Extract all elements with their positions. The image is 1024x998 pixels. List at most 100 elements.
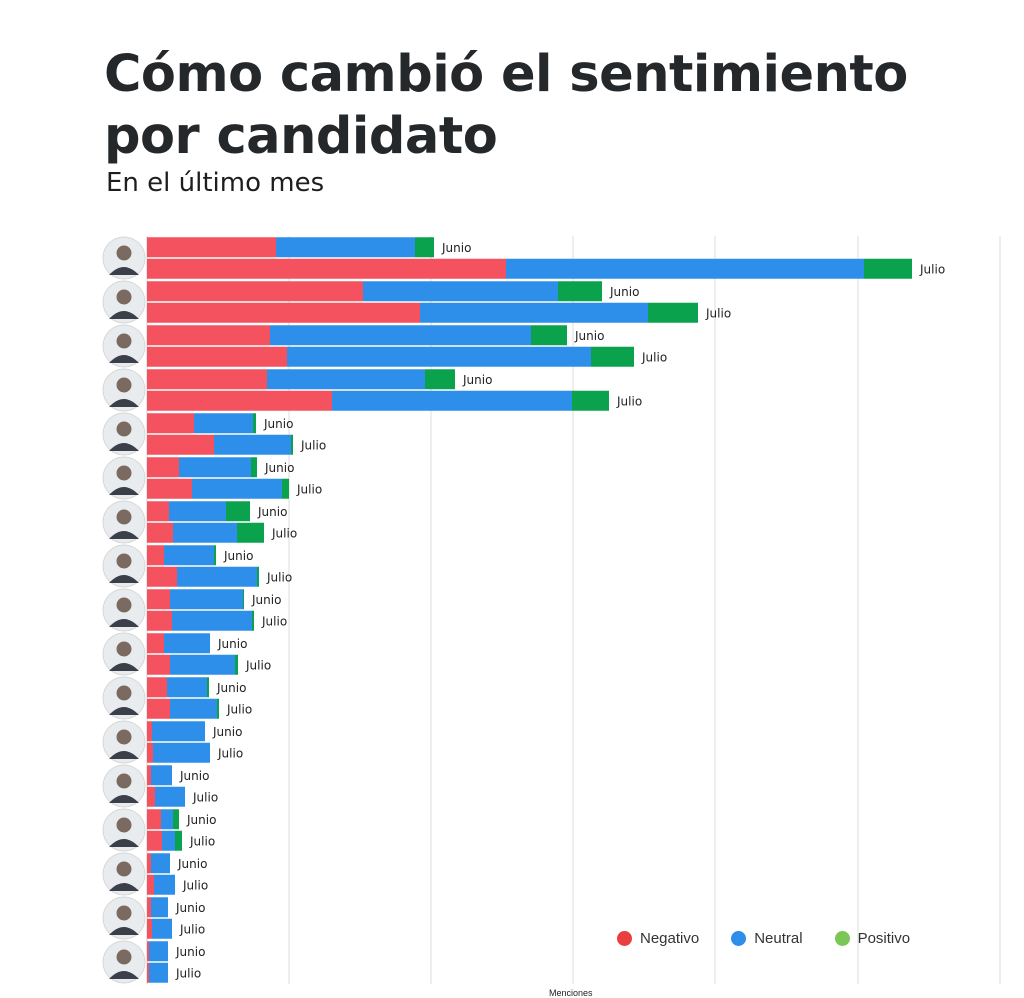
avatar-body-icon (109, 487, 139, 495)
bar-negative-julio (147, 874, 154, 895)
bar-label-junio: Junio (177, 857, 207, 871)
bar-label-junio: Junio (609, 285, 639, 299)
legend-swatch-neutral (731, 931, 747, 946)
bar-positive-junio (207, 677, 209, 698)
bar-neutral-junio (161, 809, 173, 830)
bar-neutral-julio (192, 478, 282, 499)
bar-neutral-junio (152, 721, 205, 742)
avatar-body-icon (109, 795, 139, 803)
avatar-candidate-17 (102, 940, 146, 984)
avatar-head-icon (116, 421, 132, 437)
bar-positive-julio (648, 302, 698, 323)
bar-positive-junio (253, 413, 256, 434)
avatar-candidate-14 (102, 808, 146, 852)
avatar-body-icon (109, 531, 139, 539)
avatar-candidate-2 (102, 280, 146, 324)
bar-negative-junio (147, 325, 270, 346)
bar-positive-junio (243, 589, 244, 610)
bar-label-junio: Junio (216, 681, 246, 695)
avatar-candidate-4 (102, 368, 146, 412)
avatar-body-icon (109, 839, 139, 847)
legend-swatch-negative (617, 931, 632, 946)
bar-label-junio: Junio (441, 241, 471, 255)
bar-label-junio: Junio (462, 373, 492, 387)
avatar-body-icon (109, 707, 139, 715)
bar-neutral-junio (194, 413, 253, 434)
avatar-body-icon (109, 399, 139, 407)
avatar-candidate-11 (102, 676, 146, 720)
bar-negative-julio (147, 302, 420, 323)
avatar-candidate-5 (102, 412, 146, 456)
avatar-candidate-12 (102, 720, 146, 764)
avatar-body-icon (109, 443, 139, 451)
bar-positive-junio (251, 457, 257, 478)
bar-neutral-junio (170, 589, 243, 610)
bar-neutral-junio (164, 545, 214, 566)
bar-neutral-julio (149, 962, 168, 983)
bar-negative-junio (147, 897, 151, 918)
avatar-head-icon (116, 729, 132, 745)
bar-label-julio: Julio (192, 790, 218, 804)
bar-neutral-junio (267, 369, 425, 390)
x-axis-label: Menciones (549, 988, 593, 998)
avatar-candidate-6 (102, 456, 146, 500)
legend-label-negative: Negativo (640, 930, 700, 947)
avatar-head-icon (116, 465, 132, 481)
bar-label-junio: Junio (175, 945, 205, 959)
bar-neutral-junio (169, 501, 226, 522)
bar-negative-junio (147, 545, 164, 566)
bar-positive-julio (235, 654, 238, 675)
avatar-head-icon (116, 553, 132, 569)
bar-positive-julio (257, 566, 259, 587)
bar-negative-junio (147, 281, 363, 302)
bar-label-julio: Julio (919, 262, 945, 276)
legend-item-neutral: Neutral (731, 930, 803, 947)
avatar-head-icon (116, 949, 132, 965)
bar-label-junio: Junio (212, 725, 242, 739)
bar-positive-julio (864, 258, 912, 279)
avatar-body-icon (109, 927, 139, 935)
bar-positive-julio (175, 830, 182, 851)
bar-neutral-julio (170, 654, 235, 675)
bar-negative-julio (147, 654, 170, 675)
bar-positive-junio (531, 325, 567, 346)
avatar-head-icon (116, 289, 132, 305)
bar-neutral-julio (172, 610, 252, 631)
bar-neutral-junio (167, 677, 207, 698)
bar-neutral-julio (214, 434, 291, 455)
bar-negative-julio (147, 918, 152, 939)
bar-label-julio: Julio (217, 746, 243, 760)
bar-neutral-junio (164, 633, 210, 654)
avatar-candidate-16 (102, 896, 146, 940)
bar-positive-julio (237, 522, 264, 543)
bar-negative-julio (147, 610, 172, 631)
avatar-candidate-13 (102, 764, 146, 808)
avatar-head-icon (116, 509, 132, 525)
bar-negative-julio (147, 742, 153, 763)
bar-negative-junio (147, 413, 194, 434)
bar-positive-junio (226, 501, 250, 522)
bar-neutral-julio (152, 918, 172, 939)
bar-label-julio: Julio (189, 834, 215, 848)
bar-neutral-julio (506, 258, 864, 279)
avatar-head-icon (116, 597, 132, 613)
bar-positive-junio (558, 281, 602, 302)
bar-neutral-junio (151, 897, 168, 918)
bar-positive-julio (282, 478, 289, 499)
bar-negative-junio (147, 501, 169, 522)
bar-negative-julio (147, 434, 214, 455)
avatar-body-icon (109, 575, 139, 583)
avatar-head-icon (116, 861, 132, 877)
bar-positive-julio (252, 610, 254, 631)
avatar-candidate-3 (102, 324, 146, 368)
bar-positive-junio (415, 237, 434, 258)
bar-neutral-julio (420, 302, 648, 323)
bars (147, 237, 912, 983)
bar-label-julio: Julio (245, 658, 271, 672)
avatar-body-icon (109, 663, 139, 671)
chart-subtitle: En el último mes (106, 168, 325, 198)
legend-label-positive: Positivo (857, 930, 911, 947)
bar-negative-junio (147, 677, 167, 698)
avatar-candidate-10 (102, 632, 146, 676)
